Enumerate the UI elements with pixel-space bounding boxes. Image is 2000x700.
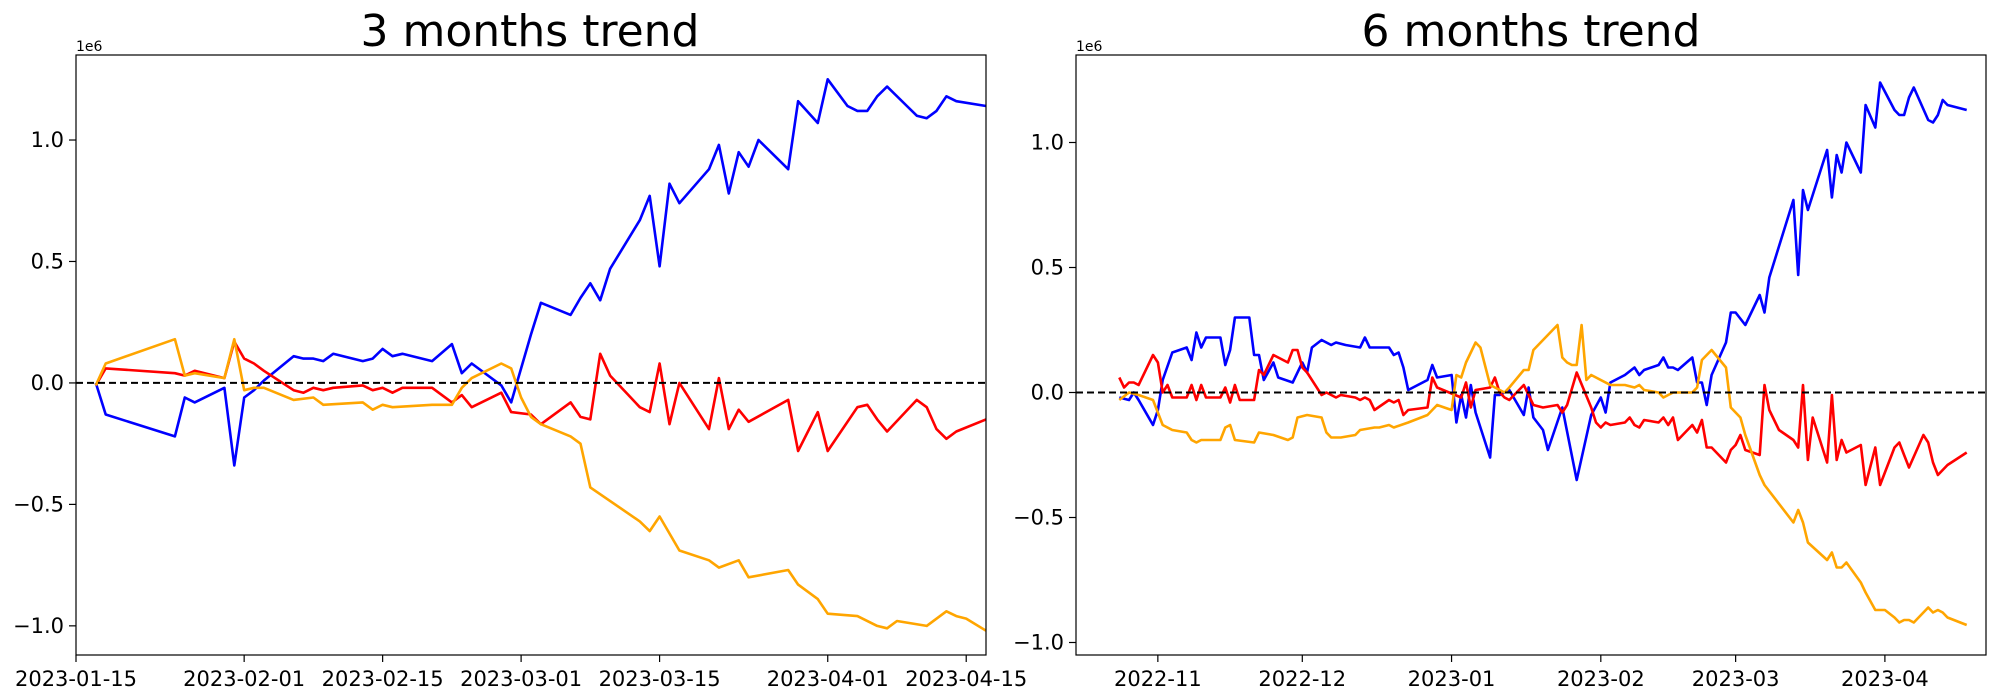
chart-panel-6-months: 6 months trend 1e6 2022-11 2022-12 2023-01…: [1013, 6, 1987, 691]
axes-frame: [1075, 54, 1987, 656]
x-tick-label: 2023-03-01: [460, 667, 582, 691]
y-tick-label: 0.0: [31, 371, 64, 395]
plot-area: 2022-11 2022-12 2023-01 2023-02 2023-03 2023-…: [1013, 81, 1986, 691]
x-tick-label: 2023-02-01: [183, 667, 305, 691]
x-tick-label: 2023-04: [1841, 667, 1929, 691]
y-tick-label: 1.0: [1031, 131, 1064, 155]
series-line: [94, 78, 987, 467]
y-tick-label: −1.0: [13, 614, 64, 638]
series-line: [94, 340, 987, 453]
y-tick-label: −1.0: [1013, 631, 1064, 655]
x-tick-label: 2023-02: [1557, 667, 1645, 691]
y-tick-label: −0.5: [1013, 506, 1064, 530]
y-offset-label: 1e6: [76, 39, 103, 55]
y-tick-label: 0.5: [1031, 256, 1064, 280]
y-tick-label: −0.5: [13, 492, 64, 516]
y-tick-label: 0.0: [1031, 381, 1064, 405]
y-tick-label: 0.5: [31, 249, 64, 273]
x-tick-label: 2022-11: [1114, 667, 1202, 691]
chart-title: 3 months trend: [361, 6, 700, 57]
series-line: [94, 337, 987, 632]
x-tick-label: 2023-04-15: [905, 667, 1027, 691]
series-line: [1118, 323, 1968, 627]
x-tick-label: 2023-02-15: [322, 667, 444, 691]
x-tick-label: 2022-12: [1258, 667, 1346, 691]
x-tick-label: 2023-01-15: [15, 667, 137, 691]
chart-panel-3-months: 3 months trend 1e6 2023-01-15 2023-02-01 2…: [13, 6, 1027, 691]
x-tick-label: 2023-03: [1692, 667, 1780, 691]
y-tick-label: 1.0: [31, 128, 64, 152]
series-line: [1118, 348, 1968, 487]
axes-frame: [75, 54, 987, 656]
chart-title: 6 months trend: [1362, 6, 1701, 57]
y-offset-label: 1e6: [1076, 39, 1103, 55]
x-tick-label: 2023-04-01: [767, 667, 889, 691]
x-tick-label: 2023-01: [1408, 667, 1496, 691]
x-tick-label: 2023-03-15: [599, 667, 721, 691]
plot-area: 2023-01-15 2023-02-01 2023-02-15 2023-03-01…: [13, 78, 1027, 691]
series-line: [1118, 81, 1968, 482]
